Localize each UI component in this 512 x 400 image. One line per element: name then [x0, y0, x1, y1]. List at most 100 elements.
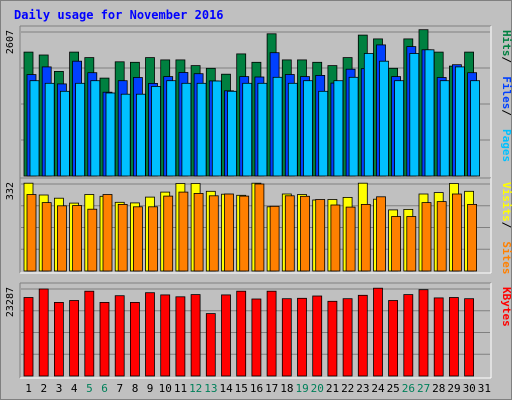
x-tick-label: 4 — [71, 382, 78, 395]
visits-bar-sites — [269, 205, 280, 272]
kbytes-bar-kbytes — [221, 294, 231, 377]
x-tick-label: 10 — [159, 382, 172, 395]
visits-bar-sites — [345, 206, 356, 272]
x-tick-label: 18 — [280, 382, 293, 395]
kbytes-bar-kbytes — [448, 297, 459, 377]
x-tick-label: 1 — [25, 382, 32, 395]
hits-panel: 2607 Hits / Files / Pages — [5, 25, 512, 179]
kbytes-bar-kbytes — [327, 300, 338, 377]
x-tick-label: 5 — [86, 382, 93, 395]
visits-bar-sites — [208, 195, 219, 272]
kbytes-bar-kbytes — [464, 298, 475, 377]
hits-bar-pages — [120, 93, 131, 177]
x-tick-label: 8 — [132, 382, 139, 395]
hits-bar-pages — [379, 60, 389, 177]
x-tick-label: 20 — [311, 382, 324, 395]
kbytes-bar-kbytes — [114, 295, 125, 377]
hits-bar-pages — [181, 82, 192, 177]
x-tick-label: 11 — [174, 382, 187, 395]
visits-bar-sites — [360, 203, 371, 272]
visits-bar-sites — [330, 204, 341, 272]
visits-bar-sites — [148, 206, 158, 272]
kbytes-bar-kbytes — [129, 301, 140, 377]
visits-bar-sites — [406, 216, 417, 272]
kbytes-bar-kbytes — [433, 297, 444, 377]
kbytes-bar-kbytes — [342, 298, 353, 377]
kbytes-bar-kbytes — [160, 294, 171, 377]
kbytes-bar-kbytes — [388, 300, 399, 377]
kbytes-bar-kbytes — [205, 313, 216, 377]
hits-bar-pages — [242, 82, 253, 177]
hits-bar-pages — [105, 92, 116, 177]
kbytes-bar-kbytes — [281, 298, 292, 377]
hits-ymax-label: 2607 — [5, 30, 16, 54]
kbytes-bar-kbytes — [84, 290, 95, 377]
x-tick-label: 15 — [235, 382, 248, 395]
visits-bar-sites — [178, 191, 189, 272]
hits-bar-pages — [287, 82, 298, 177]
x-tick-label: 28 — [432, 382, 445, 395]
kbytes-bar-kbytes — [54, 301, 64, 377]
x-tick-label: 16 — [250, 382, 263, 395]
hits-bar-pages — [333, 80, 344, 177]
hits-bar-pages — [44, 82, 55, 177]
visits-legend: Visits / Sites — [500, 182, 512, 275]
visits-bar-sites — [239, 195, 250, 272]
x-tick-label: 25 — [387, 382, 400, 395]
kbytes-bar-kbytes — [175, 296, 186, 377]
hits-bar-pages — [439, 80, 450, 177]
hits-bar-pages — [348, 76, 359, 177]
hits-bar-pages — [318, 90, 329, 177]
hits-legend-pages: Pages — [500, 129, 512, 162]
x-tick-label: 7 — [116, 382, 123, 395]
hits-legend-files: Files — [500, 76, 512, 109]
x-tick-label: 9 — [147, 382, 154, 395]
kbytes-bar-kbytes — [190, 294, 201, 377]
kbytes-bar-kbytes — [251, 298, 262, 377]
hits-bar-pages — [394, 80, 405, 177]
visits-legend-visits: Visits — [500, 182, 512, 222]
visits-bar-sites — [193, 192, 204, 272]
hits-bar-pages — [211, 80, 222, 177]
hits-bar-pages — [75, 82, 85, 177]
x-tick-label: 13 — [204, 382, 217, 395]
hits-bar-pages — [272, 76, 283, 177]
hits-bar-pages — [90, 80, 101, 177]
x-tick-label: 22 — [341, 382, 354, 395]
chart-title: Daily usage for November 2016 — [14, 8, 224, 22]
x-tick-label: 12 — [189, 382, 202, 395]
hits-bar-pages — [135, 93, 146, 177]
x-tick-label: 2 — [40, 382, 47, 395]
hits-bar-pages — [454, 66, 465, 177]
visits-panel: 332 Visits / Sites — [5, 177, 512, 275]
chart-panels: 2607 Hits / Files / Pages 332 Visits / Site… — [5, 25, 512, 379]
x-tick-label: 17 — [265, 382, 278, 395]
kbytes-bar-kbytes — [38, 288, 49, 377]
visits-bar-sites — [300, 195, 310, 272]
visits-legend-separator: / — [500, 222, 512, 229]
hits-legend-hits: Hits — [500, 30, 512, 57]
x-tick-label: 14 — [219, 382, 233, 395]
hits-bar-pages — [363, 53, 374, 177]
visits-bar-sites — [132, 206, 143, 272]
visits-bar-sites — [163, 195, 174, 272]
hits-bar-pages — [470, 80, 481, 177]
hits-bar-pages — [166, 80, 177, 177]
x-tick-label: 26 — [402, 382, 415, 395]
visits-bar-sites — [254, 183, 265, 272]
kbytes-bar-kbytes — [297, 297, 307, 377]
hits-bar-pages — [29, 80, 40, 177]
visits-bar-sites — [57, 205, 67, 272]
visits-bar-sites — [102, 194, 113, 272]
visits-bar-sites — [391, 216, 402, 272]
hits-bar-pages — [257, 82, 268, 177]
kbytes-bar-kbytes — [373, 287, 383, 377]
visits-bar-sites — [224, 193, 234, 272]
kbytes-bar-kbytes — [23, 297, 34, 377]
kbytes-bar-kbytes — [145, 292, 155, 377]
visits-ymax-label: 332 — [5, 182, 16, 200]
visits-bar-sites — [421, 202, 432, 272]
kbytes-bar-kbytes — [403, 294, 414, 377]
kbytes-bar-kbytes — [236, 290, 247, 377]
